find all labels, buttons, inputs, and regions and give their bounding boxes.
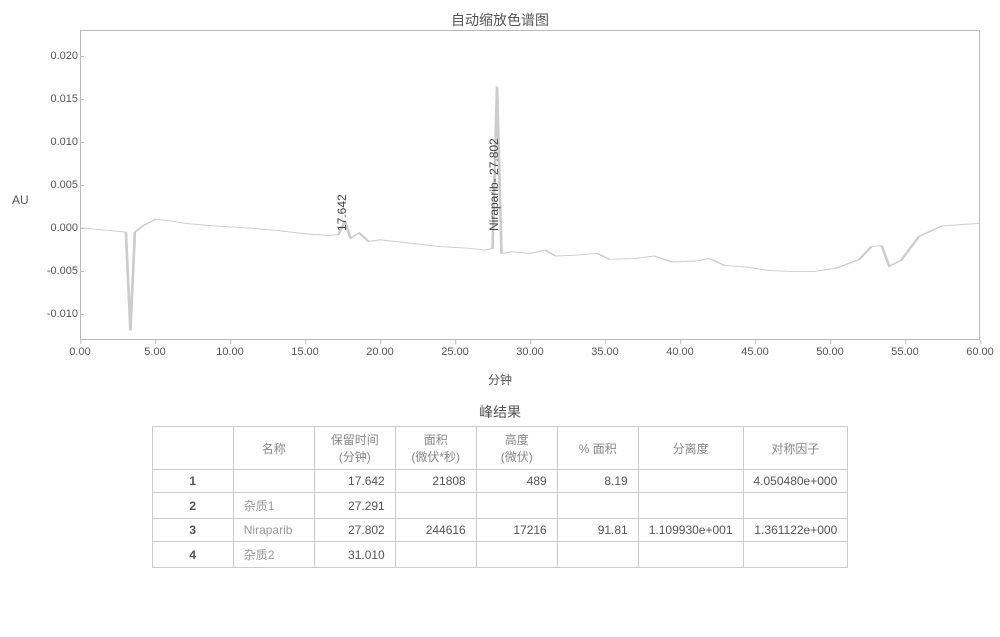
plot-area <box>80 30 980 340</box>
x-tick: 20.00 <box>366 346 394 358</box>
table-cell: 2 <box>152 493 233 519</box>
y-axis-label: AU <box>12 193 29 207</box>
table-cell: 31.010 <box>314 542 395 568</box>
table-cell: 1 <box>152 470 233 493</box>
chart-title: 自动缩放色谱图 <box>10 10 990 30</box>
chromatogram-trace <box>81 31 979 339</box>
y-tick: -0.005 <box>40 265 78 277</box>
table-row: 3Niraparib27.8022446161721691.811.109930… <box>152 519 848 542</box>
x-tick: 30.00 <box>516 346 544 358</box>
table-row: 1 17.642218084898.19 4.050480e+000 <box>152 470 848 493</box>
table-row: 2杂质127.291 <box>152 493 848 519</box>
table-cell <box>557 542 638 568</box>
y-tick: 0.020 <box>40 50 78 62</box>
x-tick: 35.00 <box>591 346 619 358</box>
x-tick: 5.00 <box>144 346 165 358</box>
chromatogram-chart: 自动缩放色谱图 AU 分钟 -0.010 -0.005 0.000 0.005 0.01… <box>10 10 990 390</box>
table-cell: 91.81 <box>557 519 638 542</box>
table-cell: 杂质2 <box>233 542 314 568</box>
table-cell: 8.19 <box>557 470 638 493</box>
table-cell <box>233 470 314 493</box>
y-tick: -0.010 <box>40 308 78 320</box>
table-cell: 杂质1 <box>233 493 314 519</box>
table-header-cell: 名称 <box>233 427 314 470</box>
table-header-cell: % 面积 <box>557 427 638 470</box>
table-cell <box>743 542 848 568</box>
x-tick: 10.00 <box>216 346 244 358</box>
table-header-cell <box>152 427 233 470</box>
table-title: 峰结果 <box>10 402 990 422</box>
table-cell: 17216 <box>476 519 557 542</box>
table-cell <box>476 542 557 568</box>
table-cell <box>638 493 743 519</box>
table-cell: 1.109930e+001 <box>638 519 743 542</box>
x-axis-label: 分钟 <box>488 371 512 388</box>
table-cell <box>557 493 638 519</box>
y-tick: 0.015 <box>40 93 78 105</box>
x-tick: 55.00 <box>891 346 919 358</box>
table-cell: 27.802 <box>314 519 395 542</box>
table-cell: 21808 <box>395 470 476 493</box>
table-header-cell: 高度(微伏) <box>476 427 557 470</box>
table-cell <box>395 542 476 568</box>
table-cell: 489 <box>476 470 557 493</box>
y-tick: 0.010 <box>40 136 78 148</box>
table-cell <box>638 542 743 568</box>
table-cell: 3 <box>152 519 233 542</box>
table-header-cell: 面积(微伏*秒) <box>395 427 476 470</box>
table-cell <box>476 493 557 519</box>
table-header-cell: 分离度 <box>638 427 743 470</box>
table-cell <box>743 493 848 519</box>
peak-label: 17.642 <box>335 195 349 232</box>
table-cell <box>395 493 476 519</box>
peak-label: Niraparib- 27.802 <box>487 139 501 232</box>
table-row: 4杂质231.010 <box>152 542 848 568</box>
table-header-cell: 对称因子 <box>743 427 848 470</box>
table-cell: 244616 <box>395 519 476 542</box>
x-tick: 50.00 <box>816 346 844 358</box>
table-cell: 4 <box>152 542 233 568</box>
table-cell: 17.642 <box>314 470 395 493</box>
table-header-cell: 保留时间(分钟) <box>314 427 395 470</box>
x-tick: 0.00 <box>69 346 90 358</box>
y-tick: 0.000 <box>40 222 78 234</box>
table-cell: Niraparib <box>233 519 314 542</box>
x-tick: 15.00 <box>291 346 319 358</box>
x-tick: 45.00 <box>741 346 769 358</box>
x-tick: 25.00 <box>441 346 469 358</box>
table-cell: 1.361122e+000 <box>743 519 848 542</box>
table-cell: 4.050480e+000 <box>743 470 848 493</box>
table-cell <box>638 470 743 493</box>
x-tick: 60.00 <box>966 346 994 358</box>
peak-results-table: 名称保留时间(分钟)面积(微伏*秒)高度(微伏)% 面积分离度对称因子 1 17.… <box>152 426 849 568</box>
x-tick: 40.00 <box>666 346 694 358</box>
y-tick: 0.005 <box>40 179 78 191</box>
table-cell: 27.291 <box>314 493 395 519</box>
